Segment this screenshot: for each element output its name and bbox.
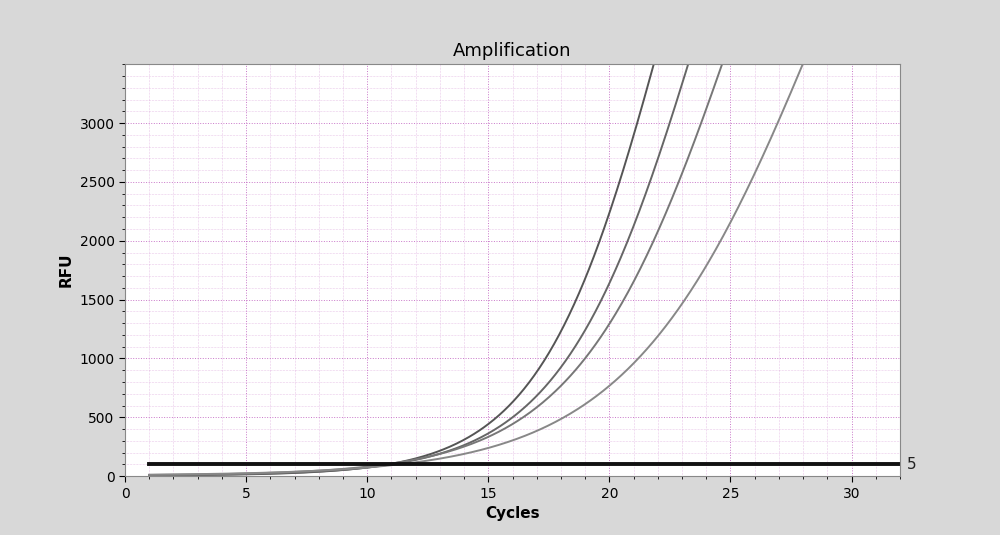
Y-axis label: RFU: RFU xyxy=(59,253,74,287)
Title: Amplification: Amplification xyxy=(453,42,572,60)
X-axis label: Cycles: Cycles xyxy=(485,506,540,521)
Text: 5: 5 xyxy=(907,457,917,472)
